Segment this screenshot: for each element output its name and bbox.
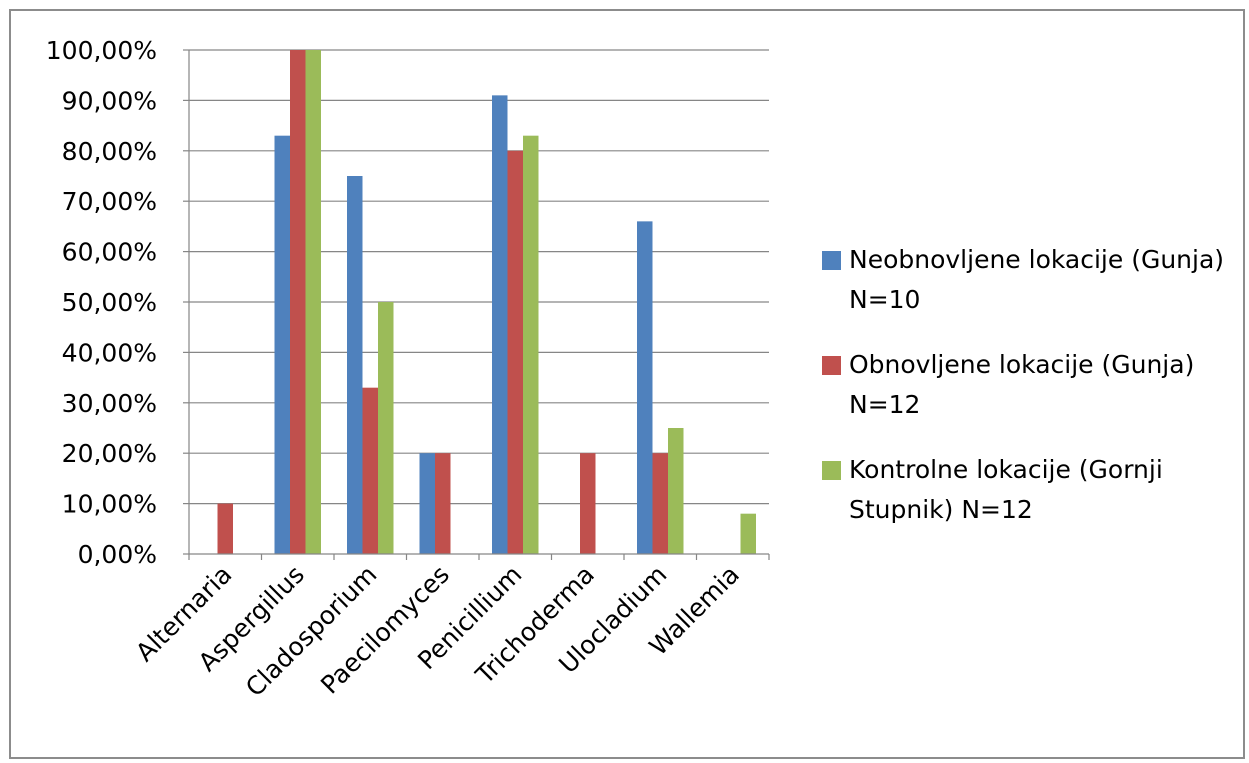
chart-frame — [9, 9, 1245, 759]
bar — [362, 387, 378, 554]
bar — [492, 95, 508, 555]
y-tick-label: 100,00% — [46, 36, 157, 65]
legend-item: Obnovljene lokacije (Gunja) N=12 — [822, 345, 1242, 425]
y-tick-label: 0,00% — [78, 540, 157, 569]
bars — [217, 50, 756, 555]
bar — [274, 135, 290, 554]
legend-swatch — [822, 461, 841, 480]
bar — [523, 135, 539, 554]
bar — [419, 453, 435, 554]
legend-item: Kontrolne lokacije (Gornji Stupnik) N=12 — [822, 450, 1242, 530]
bar — [435, 453, 451, 554]
legend-item: Neobnovljene lokacije (Gunja) N=10 — [822, 240, 1242, 320]
y-tick-label: 30,00% — [62, 389, 157, 418]
y-tick-label: 50,00% — [62, 288, 157, 317]
legend-label: Neobnovljene lokacije (Gunja) N=10 — [849, 245, 1232, 314]
y-tick-label: 70,00% — [62, 187, 157, 216]
x-tick-label: Paecilomyces — [315, 560, 455, 700]
bar — [305, 50, 321, 554]
bar — [378, 302, 394, 554]
y-tick-label: 40,00% — [62, 338, 157, 367]
y-tick-label: 90,00% — [62, 86, 157, 115]
legend: Neobnovljene lokacije (Gunja) N=10 Obnov… — [822, 240, 1242, 555]
legend-swatch — [822, 356, 841, 375]
y-tick-label: 60,00% — [62, 238, 157, 267]
y-tick-label: 10,00% — [62, 490, 157, 519]
bar — [347, 176, 363, 554]
bar — [637, 221, 653, 555]
x-tick-labels: AlternariaAspergillusCladosporiumPaecilo… — [130, 560, 745, 702]
bar — [652, 453, 668, 554]
bar — [290, 50, 306, 554]
bar — [507, 150, 523, 555]
legend-swatch — [822, 251, 841, 270]
bar — [668, 428, 684, 554]
bar — [580, 453, 596, 554]
y-tick-label: 80,00% — [62, 137, 157, 166]
bar — [740, 513, 756, 554]
x-tick-label: Cladosporium — [240, 560, 382, 702]
bar — [217, 503, 233, 554]
y-tick-labels: 0,00% 10,00% 20,00% 30,00% 40,00% 50,00% 60,00… — [46, 36, 157, 569]
y-tick-label: 20,00% — [62, 439, 157, 468]
legend-label: Obnovljene lokacije (Gunja) N=12 — [849, 350, 1203, 419]
axes — [188, 50, 770, 560]
legend-label: Kontrolne lokacije (Gornji Stupnik) N=12 — [849, 455, 1171, 524]
